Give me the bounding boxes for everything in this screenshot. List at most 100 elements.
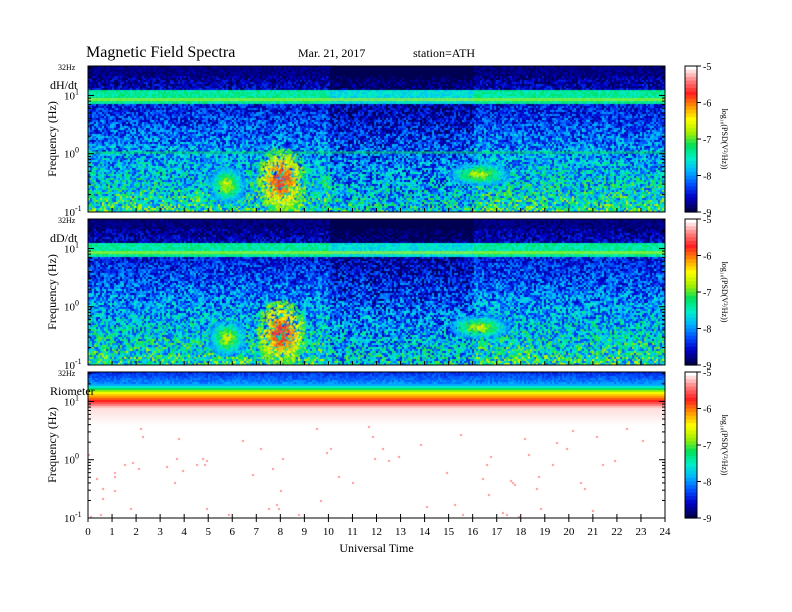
colorbar-swatch [685, 95, 697, 100]
colorbar-swatch [685, 229, 697, 235]
colorbar-swatch [685, 190, 697, 195]
colorbar-swatch [685, 426, 697, 431]
colorbar-swatch [685, 503, 697, 508]
x-tick-label: 18 [515, 526, 527, 538]
colorbar-swatch [685, 459, 697, 464]
colorbar-swatch [685, 281, 697, 286]
colorbar-swatch [685, 463, 697, 468]
y-axis-label: Frequency (Hz) [45, 407, 59, 483]
spectrogram-image [88, 219, 665, 365]
colorbar-swatch [685, 168, 697, 173]
date-label: Mar. 21, 2017 [298, 46, 366, 60]
colorbar-swatch [685, 354, 697, 359]
top-frequency-label: 32Hz [58, 63, 76, 72]
colorbar-label: log₁₀(PSD(V²/Hz)) [720, 415, 729, 476]
colorbar-swatch [685, 346, 697, 351]
y-axis-label: Frequency (Hz) [45, 101, 59, 177]
station-label: station=ATH [413, 46, 476, 60]
x-tick-label: 23 [635, 526, 647, 538]
colorbar-swatch [685, 499, 697, 504]
y-tick-label: 100 [64, 299, 79, 314]
colorbar-swatch [685, 470, 697, 475]
colorbar-swatch [685, 321, 697, 326]
colorbar-swatch [685, 412, 697, 417]
colorbar-swatch [685, 219, 697, 224]
colorbar-swatch [685, 332, 697, 337]
colorbar-swatch [685, 73, 697, 78]
colorbar-swatch [685, 335, 697, 341]
colorbar-swatch [685, 350, 697, 355]
colorbar-swatch [685, 175, 697, 180]
colorbar-swatch [685, 299, 697, 304]
colorbar-swatch [685, 492, 697, 497]
colorbar-tick-label: -5 [703, 62, 711, 73]
colorbar-tick-label: -5 [703, 368, 711, 379]
x-tick-label: 6 [230, 526, 236, 538]
colorbar-swatch [685, 262, 697, 268]
y-tick-exponent: 0 [75, 146, 79, 155]
colorbar-swatch [685, 80, 697, 85]
colorbar-swatch [685, 251, 697, 257]
colorbar-swatch [685, 135, 697, 140]
colorbar-swatch [685, 201, 697, 206]
y-tick-exponent: 1 [75, 87, 79, 96]
panel-label: dD/dt [50, 231, 78, 245]
x-tick-label: 14 [419, 526, 431, 538]
colorbar-swatch [685, 404, 697, 410]
x-tick-label: 19 [539, 526, 551, 538]
colorbar-tick-label: -7 [703, 288, 711, 299]
colorbar-swatch [685, 240, 697, 246]
colorbar-swatch [685, 310, 697, 315]
colorbar-swatch [685, 106, 697, 111]
colorbar-swatch [685, 142, 697, 147]
x-tick-label: 12 [371, 526, 382, 538]
colorbar-swatch [685, 69, 697, 74]
top-frequency-label: 32Hz [58, 216, 76, 225]
colorbar-swatch [685, 485, 697, 490]
colorbar-swatch [685, 237, 697, 242]
colorbar-swatch [685, 401, 697, 406]
colorbar-swatch [685, 131, 697, 136]
x-tick-label: 4 [181, 526, 187, 538]
colorbar-swatch [685, 507, 697, 512]
x-tick-label: 1 [109, 526, 115, 538]
y-tick-exponent: 0 [75, 452, 79, 461]
colorbar-swatch [685, 452, 697, 457]
colorbar-swatch [685, 496, 697, 501]
colorbar-swatch [685, 76, 697, 82]
colorbar-swatch [685, 160, 697, 166]
colorbar-swatch [685, 397, 697, 402]
colorbar-swatch [685, 273, 697, 278]
colorbar-swatch [685, 448, 697, 453]
spectrogram-image [88, 372, 665, 518]
colorbar-swatch [685, 149, 697, 155]
colorbar: -5 -6 -7 -8 -9 log₁₀(PSD(V²/Hz)) [684, 215, 729, 372]
colorbar-swatch [685, 375, 697, 380]
colorbar-swatch [685, 186, 697, 191]
x-tick-label: 8 [278, 526, 284, 538]
colorbar-swatch [685, 102, 697, 107]
colorbar-tick-label: -8 [703, 325, 711, 336]
y-tick-label: 101 [64, 87, 79, 102]
colorbar-swatch [685, 146, 697, 151]
colorbar-swatch [685, 193, 697, 198]
colorbar-swatch [685, 270, 697, 275]
colorbar-swatch [685, 259, 697, 264]
x-tick-label: 9 [302, 526, 308, 538]
x-tick-label: 13 [395, 526, 407, 538]
colorbar-tick-label: -6 [703, 405, 711, 416]
colorbar-swatch [685, 481, 697, 486]
x-tick-label: 21 [587, 526, 598, 538]
colorbar-swatch [685, 313, 697, 319]
x-tick-label: 24 [660, 526, 672, 538]
colorbar-swatch [685, 98, 697, 104]
spectrogram-image [88, 66, 665, 212]
colorbar-swatch [685, 128, 697, 133]
colorbar-tick-label: -8 [703, 478, 711, 489]
x-tick-label: 7 [254, 526, 260, 538]
panel-label: dH/dt [50, 78, 78, 92]
colorbar-tick-label: -6 [703, 252, 711, 263]
x-tick-label: 3 [157, 526, 163, 538]
